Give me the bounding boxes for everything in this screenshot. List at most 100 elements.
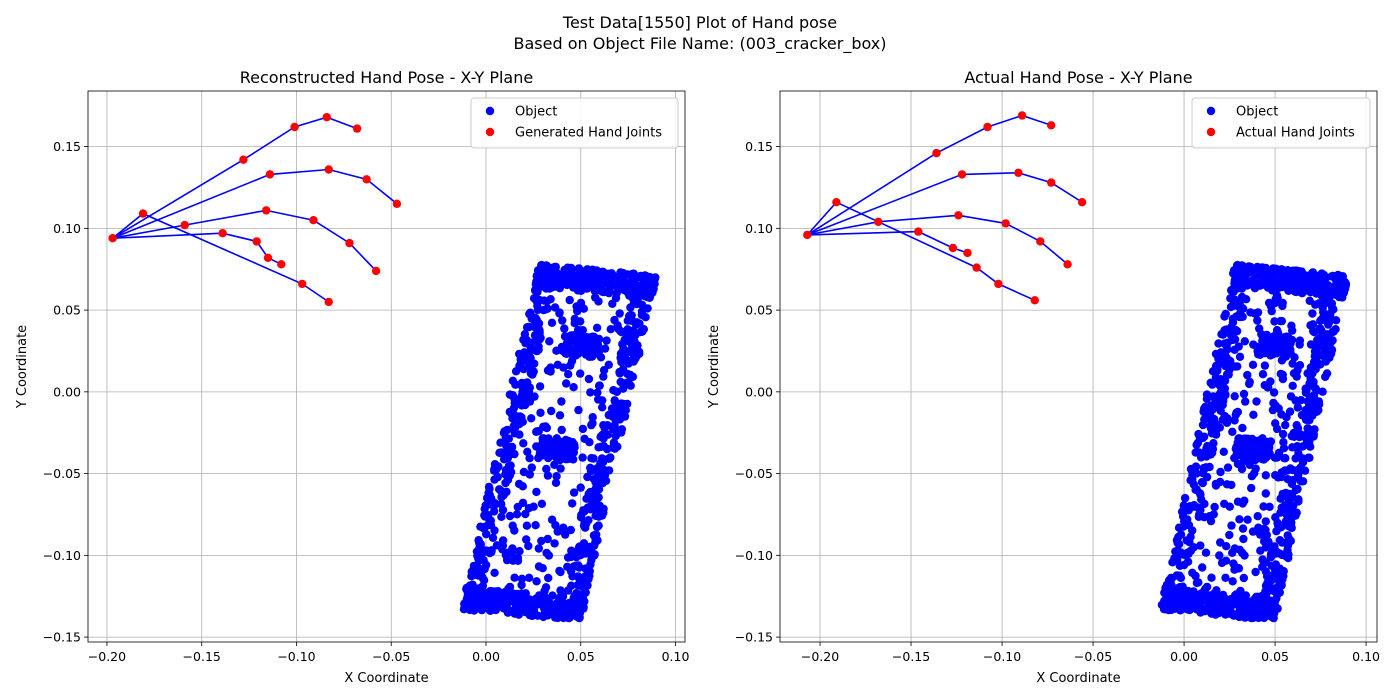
- object-point: [1268, 405, 1278, 415]
- object-point: [1227, 285, 1236, 295]
- object-point: [541, 270, 551, 280]
- object-point: [535, 327, 544, 336]
- object-point: [1268, 278, 1277, 288]
- object-point: [593, 388, 602, 397]
- hand-skeleton: [806, 114, 1083, 302]
- object-point: [480, 511, 489, 520]
- object-point: [516, 602, 526, 611]
- hand-joint-point: [914, 227, 923, 236]
- object-point: [1222, 357, 1231, 366]
- object-point: [1292, 372, 1301, 381]
- object-point: [1276, 316, 1285, 326]
- object-point: [501, 478, 510, 488]
- object-point: [1225, 502, 1235, 511]
- object-point: [501, 441, 511, 450]
- object-point: [1270, 339, 1279, 348]
- object-point: [1235, 612, 1244, 622]
- object-point: [1216, 348, 1226, 357]
- object-point: [1234, 564, 1243, 573]
- object-point: [1247, 472, 1257, 481]
- object-point: [584, 374, 594, 384]
- x-tick-label: −0.20: [88, 649, 126, 664]
- object-point: [1302, 438, 1312, 447]
- object-point: [1230, 345, 1239, 354]
- object-point: [524, 541, 533, 551]
- object-point: [506, 461, 515, 470]
- object-point: [1174, 540, 1184, 549]
- hand-joint-point: [1036, 237, 1045, 246]
- object-point: [1243, 370, 1252, 380]
- object-point: [1162, 587, 1171, 596]
- object-point: [1238, 304, 1248, 313]
- object-point: [1196, 541, 1205, 550]
- object-point: [1320, 341, 1330, 351]
- object-point: [1261, 471, 1271, 480]
- object-point: [1328, 327, 1337, 337]
- object-point: [1298, 288, 1307, 298]
- object-point: [1299, 281, 1308, 290]
- object-point: [562, 379, 571, 388]
- object-point: [517, 580, 526, 590]
- object-point: [1293, 442, 1302, 451]
- object-point: [618, 384, 628, 393]
- x-axis-label: X Coordinate: [344, 671, 428, 686]
- object-point: [511, 380, 520, 389]
- object-point: [498, 536, 508, 545]
- object-point: [1230, 453, 1239, 463]
- legend-label: Object: [1236, 105, 1278, 120]
- legend-marker: [485, 127, 495, 137]
- object-point: [515, 430, 524, 439]
- object-point: [648, 286, 657, 295]
- object-point: [608, 407, 618, 416]
- object-point: [641, 313, 650, 322]
- object-point: [509, 403, 519, 413]
- object-point: [1288, 359, 1297, 368]
- object-point: [587, 454, 596, 463]
- object-point: [568, 499, 577, 508]
- object-point: [1252, 397, 1261, 406]
- object-point: [542, 600, 552, 609]
- object-point: [1253, 316, 1262, 325]
- object-point: [1240, 551, 1249, 560]
- object-point: [1223, 463, 1233, 472]
- hand-joint-point: [362, 175, 371, 184]
- object-point: [1278, 374, 1288, 384]
- object-point: [1238, 499, 1247, 508]
- object-point: [572, 350, 581, 359]
- object-point: [1238, 524, 1248, 533]
- x-axis-label: X Coordinate: [1036, 671, 1120, 686]
- hand-joint-point: [265, 170, 275, 179]
- object-point: [593, 483, 603, 492]
- hand-joint-point: [262, 206, 271, 215]
- object-point: [1286, 522, 1295, 532]
- object-point: [1184, 548, 1194, 557]
- object-point: [1316, 333, 1325, 343]
- object-point: [506, 449, 515, 459]
- object-point: [560, 332, 570, 341]
- object-point: [539, 305, 548, 315]
- hand-joint-point: [345, 238, 354, 248]
- y-axis-label: Y Coordinate: [707, 325, 722, 409]
- object-point: [614, 282, 623, 292]
- object-point: [1228, 427, 1237, 436]
- finger-bone-line: [112, 168, 398, 239]
- object-points: [1157, 260, 1351, 623]
- object-point: [571, 561, 580, 570]
- object-point: [1209, 510, 1219, 519]
- y-tick-label: 0.00: [53, 384, 81, 399]
- object-point: [527, 611, 537, 621]
- object-point: [596, 442, 606, 451]
- object-point: [1214, 401, 1223, 410]
- object-point: [1291, 396, 1300, 405]
- object-point: [1290, 353, 1299, 362]
- object-point: [552, 454, 562, 463]
- object-point: [1300, 466, 1310, 475]
- object-point: [1261, 263, 1271, 273]
- object-point: [558, 316, 567, 325]
- object-point: [1184, 591, 1193, 600]
- object-point: [532, 442, 541, 451]
- object-point: [636, 327, 645, 337]
- object-point: [537, 536, 546, 546]
- object-point: [1235, 352, 1245, 361]
- object-point: [569, 488, 579, 497]
